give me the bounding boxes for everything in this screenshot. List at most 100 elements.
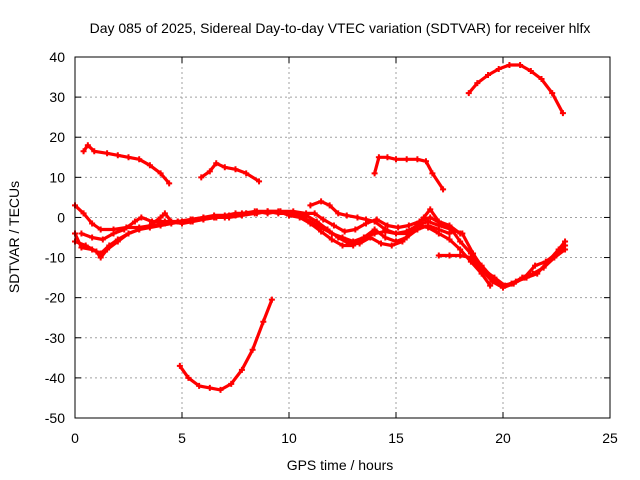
data-point bbox=[82, 242, 89, 249]
y-tick-label: -40 bbox=[45, 370, 65, 386]
data-point bbox=[78, 230, 85, 237]
data-point bbox=[384, 154, 391, 161]
data-point bbox=[176, 362, 183, 369]
series-layer bbox=[72, 62, 569, 393]
data-point bbox=[286, 212, 292, 219]
data-point bbox=[206, 384, 213, 391]
x-tick-label: 15 bbox=[388, 430, 404, 446]
data-point bbox=[226, 212, 233, 219]
data-point bbox=[395, 224, 402, 231]
data-point bbox=[104, 246, 111, 253]
series-arc-e bbox=[178, 298, 274, 392]
data-point bbox=[110, 230, 117, 237]
data-point bbox=[157, 214, 164, 221]
data-point bbox=[307, 202, 314, 209]
data-point bbox=[540, 264, 547, 271]
data-point bbox=[318, 228, 325, 235]
y-axis-label: SDTVAR / TECUs bbox=[6, 181, 22, 293]
x-tick-label: 0 bbox=[71, 430, 79, 446]
data-point bbox=[371, 170, 378, 177]
data-point bbox=[446, 252, 453, 259]
data-point bbox=[427, 206, 434, 213]
data-point bbox=[378, 240, 385, 247]
data-point bbox=[296, 214, 303, 221]
data-point bbox=[343, 212, 350, 219]
data-point bbox=[185, 374, 192, 381]
data-point bbox=[465, 90, 472, 97]
data-point bbox=[206, 168, 213, 175]
data-point bbox=[489, 278, 496, 285]
data-point bbox=[405, 222, 412, 229]
data-point bbox=[388, 242, 395, 249]
grid bbox=[75, 57, 610, 418]
data-point bbox=[93, 248, 100, 255]
data-point bbox=[213, 160, 220, 167]
data-point bbox=[80, 148, 87, 155]
data-point bbox=[260, 318, 267, 325]
data-point bbox=[429, 170, 436, 177]
data-point bbox=[121, 226, 128, 233]
data-point bbox=[435, 222, 442, 229]
data-point bbox=[425, 218, 432, 225]
data-point bbox=[435, 252, 442, 259]
x-tick-label: 25 bbox=[602, 430, 618, 446]
data-point bbox=[371, 218, 378, 225]
data-point bbox=[251, 208, 258, 215]
x-tick-label: 5 bbox=[178, 430, 186, 446]
data-point bbox=[114, 152, 121, 159]
data-point bbox=[478, 266, 485, 273]
data-point bbox=[382, 234, 389, 241]
y-tick-label: -20 bbox=[45, 290, 65, 306]
data-point bbox=[457, 246, 464, 253]
data-point bbox=[328, 236, 335, 243]
data-point bbox=[457, 238, 464, 245]
data-point bbox=[136, 156, 143, 163]
data-point bbox=[414, 156, 421, 163]
data-point bbox=[529, 270, 536, 277]
data-point bbox=[99, 236, 106, 243]
y-tick-label: 10 bbox=[49, 169, 65, 185]
data-point bbox=[136, 226, 143, 233]
chart-title: Day 085 of 2025, Sidereal Day-to-day VTE… bbox=[90, 20, 591, 36]
data-point bbox=[232, 166, 239, 173]
data-point bbox=[375, 154, 382, 161]
data-point bbox=[354, 214, 361, 221]
plot-frame bbox=[74, 56, 611, 419]
data-point bbox=[485, 72, 492, 79]
data-point bbox=[403, 156, 410, 163]
y-tick-label: -10 bbox=[45, 250, 65, 266]
data-point bbox=[414, 222, 421, 229]
series-arc-d bbox=[467, 63, 565, 115]
data-point bbox=[97, 254, 104, 261]
data-point bbox=[157, 170, 164, 177]
data-point bbox=[243, 170, 250, 177]
data-point bbox=[487, 282, 494, 289]
series-arc-a bbox=[81, 143, 171, 185]
data-point bbox=[114, 238, 121, 245]
data-point bbox=[393, 230, 399, 237]
data-point bbox=[146, 162, 153, 169]
data-point bbox=[320, 216, 327, 223]
data-point bbox=[527, 68, 534, 75]
data-point bbox=[187, 216, 194, 223]
data-point bbox=[256, 178, 263, 185]
x-axis-label: GPS time / hours bbox=[287, 457, 394, 473]
data-point bbox=[277, 208, 284, 215]
data-point bbox=[335, 234, 342, 241]
data-point bbox=[104, 150, 111, 157]
data-point bbox=[517, 62, 524, 69]
data-point bbox=[138, 214, 145, 221]
data-point bbox=[125, 154, 132, 161]
data-point bbox=[542, 258, 549, 265]
data-point bbox=[425, 224, 432, 231]
data-point bbox=[335, 210, 342, 217]
data-point bbox=[339, 242, 346, 249]
data-point bbox=[448, 226, 455, 233]
data-point bbox=[324, 226, 331, 233]
data-point bbox=[146, 222, 153, 229]
data-point bbox=[80, 210, 87, 217]
data-point bbox=[221, 164, 228, 171]
data-point bbox=[363, 216, 370, 223]
data-point bbox=[217, 386, 224, 393]
data-point bbox=[166, 180, 173, 187]
